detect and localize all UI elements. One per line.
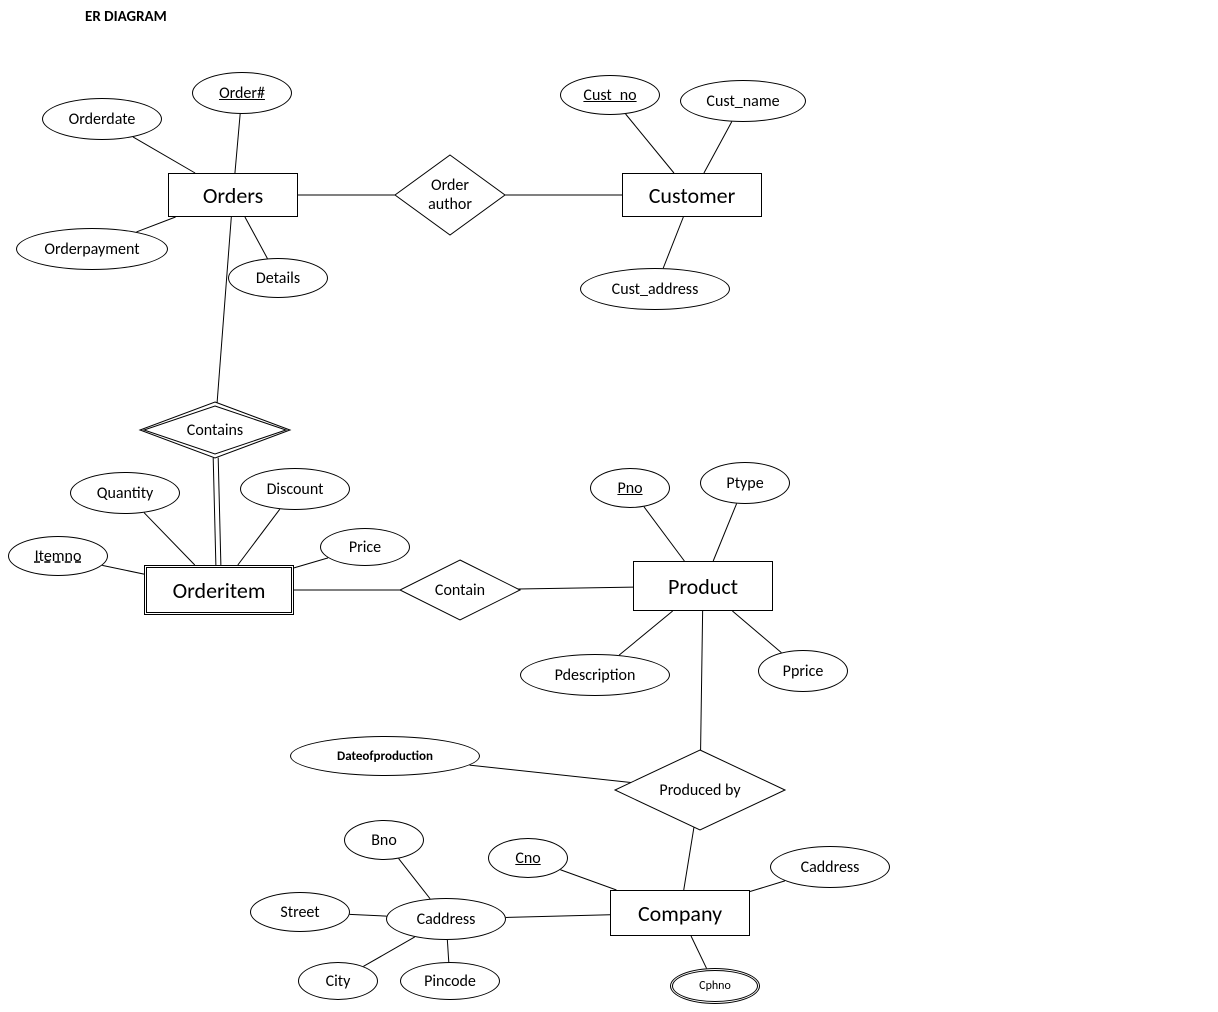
entity-company: Company bbox=[610, 890, 750, 936]
attribute-orderpayment: Orderpayment bbox=[16, 228, 168, 270]
relationship-contains: Contains bbox=[140, 402, 290, 458]
edges-layer bbox=[0, 0, 1218, 1012]
relationship-order_author: Order author bbox=[395, 155, 505, 235]
attribute-pincode: Pincode bbox=[400, 962, 500, 1000]
attribute-pno: Pno bbox=[590, 468, 670, 508]
attribute-caddress_r: Caddress bbox=[770, 846, 890, 888]
attribute-cust_no: Cust_no bbox=[560, 75, 660, 115]
attribute-cust_name: Cust_name bbox=[680, 80, 806, 122]
attribute-pprice: Pprice bbox=[758, 650, 848, 692]
attribute-pdescription: Pdescription bbox=[520, 654, 670, 696]
entity-customer: Customer bbox=[622, 173, 762, 217]
attribute-quantity: Quantity bbox=[70, 472, 180, 514]
attribute-orderdate: Orderdate bbox=[42, 98, 162, 140]
relationship-contain: Contain bbox=[400, 560, 520, 620]
attribute-cphno: Cphno bbox=[670, 968, 760, 1004]
attribute-cust_address: Cust_address bbox=[580, 268, 730, 310]
attribute-discount: Discount bbox=[240, 468, 350, 510]
attribute-caddress_comp: Caddress bbox=[386, 898, 506, 940]
attribute-ptype: Ptype bbox=[700, 462, 790, 504]
attribute-price: Price bbox=[320, 528, 410, 566]
attribute-cno: Cno bbox=[488, 838, 568, 878]
attribute-city: City bbox=[298, 962, 378, 1000]
attribute-street: Street bbox=[250, 892, 350, 932]
attribute-bno: Bno bbox=[344, 820, 424, 860]
relationship-produced_by: Produced by bbox=[615, 750, 785, 830]
attribute-dateofproduction: Dateofproduction bbox=[290, 736, 480, 776]
entity-product: Product bbox=[633, 561, 773, 611]
attribute-itemno: Itemno bbox=[8, 536, 108, 576]
entity-orderitem: Orderitem bbox=[144, 565, 294, 615]
entity-orders: Orders bbox=[168, 173, 298, 217]
attribute-details: Details bbox=[228, 258, 328, 298]
er-diagram-canvas: ER DIAGRAM Orders Customer Orderitem Produc… bbox=[0, 0, 1218, 1012]
diagram-title: ER DIAGRAM bbox=[85, 8, 167, 26]
attribute-order_no: Order# bbox=[192, 72, 292, 114]
